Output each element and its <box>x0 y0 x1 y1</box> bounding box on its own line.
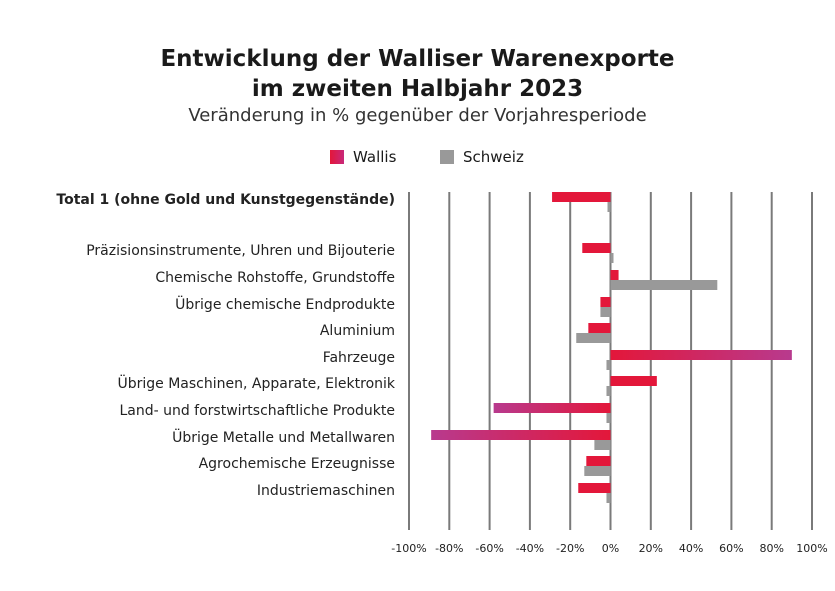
legend-swatch-schweiz <box>440 150 454 164</box>
category-label: Land- und forstwirtschaftliche Produkte <box>119 403 395 419</box>
chart-title-line-2: im zweiten Halbjahr 2023 <box>251 76 584 102</box>
chart-legend: Wallis Schweiz <box>0 148 835 170</box>
chart-title: Entwicklung der Walliser Warenexporte im… <box>0 44 835 104</box>
category-label: Chemische Rohstoffe, Grundstoffe <box>155 270 395 286</box>
bar-wallis <box>578 483 611 493</box>
x-tick-label: 80% <box>759 542 783 555</box>
category-label: Übrige chemische Endprodukte <box>175 295 395 313</box>
category-label: Aluminium <box>320 323 395 339</box>
x-tick-label: 60% <box>719 542 743 555</box>
category-label: Übrige Metalle und Metallwaren <box>172 428 395 446</box>
bar-schweiz <box>606 360 611 370</box>
x-tick-label: -20% <box>556 542 584 555</box>
bar-wallis <box>610 376 657 386</box>
bar-wallis <box>582 243 611 253</box>
bar-wallis <box>586 456 611 466</box>
bars <box>431 192 792 503</box>
legend-label-schweiz: Schweiz <box>463 148 524 166</box>
category-labels: Total 1 (ohne Gold und Kunstgegenstände)… <box>56 192 396 499</box>
category-label: Fahrzeuge <box>323 350 395 366</box>
bar-schweiz <box>607 202 611 212</box>
bar-wallis <box>600 297 611 307</box>
bar-wallis <box>493 403 611 413</box>
x-tick-label: -60% <box>475 542 503 555</box>
bar-wallis <box>431 430 611 440</box>
x-axis-tick-labels: -100% -80% -60% -40% -20% 0% 20% 40% 60% 80% 100% <box>391 542 827 555</box>
category-label: Präzisionsinstrumente, Uhren und Bijoute… <box>86 243 395 259</box>
bar-wallis <box>610 350 792 360</box>
bar-schweiz <box>606 386 611 396</box>
legend-item-wallis: Wallis <box>330 148 396 166</box>
bar-schweiz <box>576 333 611 343</box>
x-tick-label: -100% <box>391 542 426 555</box>
legend-label-wallis: Wallis <box>353 148 397 166</box>
category-label: Agrochemische Erzeugnisse <box>199 456 395 472</box>
bar-wallis <box>552 192 611 202</box>
bar-wallis <box>588 323 611 333</box>
chart-subtitle: Veränderung in % gegenüber der Vorjahres… <box>188 105 647 126</box>
legend-item-schweiz: Schweiz <box>440 148 524 166</box>
bar-schweiz <box>584 466 611 476</box>
bar-schweiz <box>594 440 611 450</box>
bar-schweiz <box>610 253 614 263</box>
bar-wallis <box>610 270 619 280</box>
category-label: Total 1 (ohne Gold und Kunstgegenstände) <box>56 192 395 208</box>
bar-schweiz <box>606 413 611 423</box>
x-tick-label: -40% <box>516 542 544 555</box>
x-tick-label: 100% <box>796 542 827 555</box>
x-tick-label: 0% <box>602 542 619 555</box>
bar-schweiz <box>600 307 611 317</box>
bar-schweiz <box>606 493 611 503</box>
legend-swatch-wallis <box>330 150 344 164</box>
bar-schweiz <box>610 280 718 290</box>
x-tick-label: 40% <box>679 542 703 555</box>
x-tick-label: -80% <box>435 542 463 555</box>
x-tick-label: 20% <box>639 542 663 555</box>
category-label: Übrige Maschinen, Apparate, Elektronik <box>118 374 396 392</box>
chart-title-line-1: Entwicklung der Walliser Warenexporte <box>160 46 675 72</box>
category-label: Industriemaschinen <box>257 483 395 499</box>
